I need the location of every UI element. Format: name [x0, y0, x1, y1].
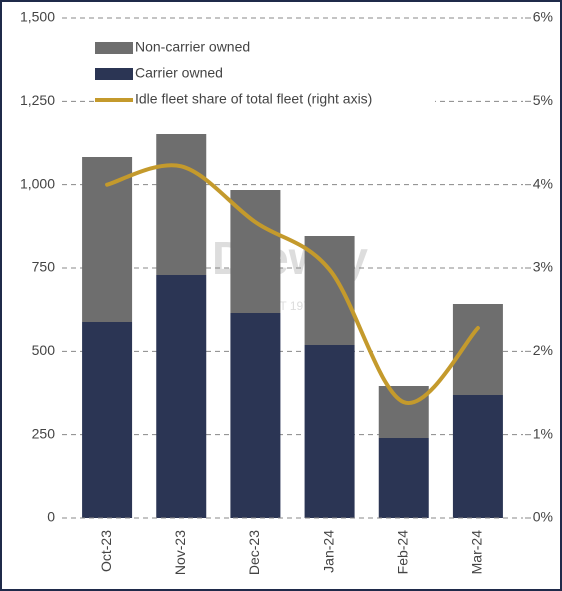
- line: [105, 163, 480, 405]
- legend-panel: [95, 64, 435, 86]
- y-tick-label: 750: [32, 259, 56, 275]
- y-tick-label: 1,250: [20, 92, 55, 108]
- y2-tick-label: 2%: [533, 342, 553, 358]
- bar: [230, 313, 281, 518]
- legend-panel: [95, 90, 435, 112]
- x-tick-label: Dec-23: [246, 530, 262, 575]
- y2-tick-label: 4%: [533, 175, 553, 191]
- y-tick-label: 1,000: [20, 175, 55, 191]
- x-tick-label: Jan-24: [320, 530, 336, 573]
- y2-tick-label: 0%: [533, 509, 553, 525]
- x-tick-label: Feb-24: [394, 530, 410, 575]
- bar: [156, 275, 207, 518]
- bar: [452, 395, 503, 518]
- x-tick-label: Oct-23: [98, 530, 114, 572]
- legend-label: Idle fleet share of total fleet (right a…: [135, 91, 372, 107]
- bar: [304, 345, 355, 518]
- x-tick-label: Nov-23: [172, 530, 188, 575]
- y-tick-label: 250: [32, 425, 56, 441]
- legend-label: Carrier owned: [135, 65, 223, 81]
- y2-tick-label: 3%: [533, 259, 553, 275]
- legend-swatch: [95, 42, 133, 54]
- bar: [82, 322, 133, 518]
- bar: [378, 438, 429, 518]
- x-tick-label: Mar-24: [469, 530, 485, 575]
- y2-tick-label: 5%: [533, 92, 553, 108]
- legend-swatch: [95, 68, 133, 80]
- y-tick-label: 1,500: [20, 9, 55, 25]
- y-tick-label: 500: [32, 342, 56, 358]
- bar: [378, 386, 429, 438]
- y2-tick-label: 6%: [533, 9, 553, 25]
- legend-label: Non-carrier owned: [135, 39, 250, 55]
- legend-panel: [95, 38, 435, 60]
- bar: [156, 134, 207, 275]
- bar: [82, 157, 133, 322]
- y2-tick-label: 1%: [533, 425, 553, 441]
- y-tick-label: 0: [47, 509, 55, 525]
